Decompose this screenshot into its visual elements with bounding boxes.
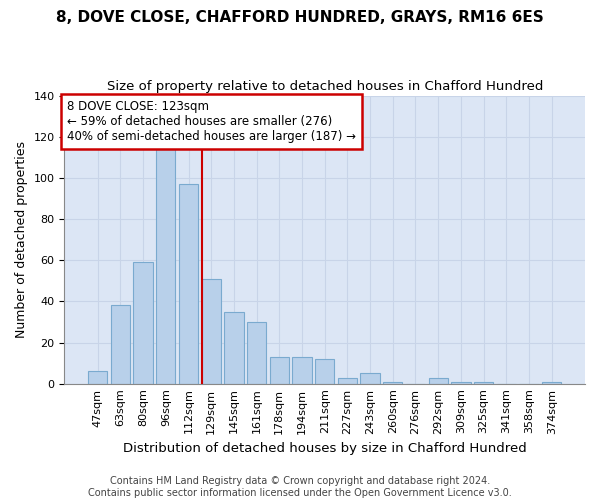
Bar <box>224 312 244 384</box>
Bar <box>179 184 198 384</box>
Bar <box>428 378 448 384</box>
Bar <box>474 382 493 384</box>
X-axis label: Distribution of detached houses by size in Chafford Hundred: Distribution of detached houses by size … <box>123 442 527 455</box>
Bar <box>451 382 470 384</box>
Title: Size of property relative to detached houses in Chafford Hundred: Size of property relative to detached ho… <box>107 80 543 93</box>
Bar <box>133 262 153 384</box>
Bar <box>202 278 221 384</box>
Text: 8, DOVE CLOSE, CHAFFORD HUNDRED, GRAYS, RM16 6ES: 8, DOVE CLOSE, CHAFFORD HUNDRED, GRAYS, … <box>56 10 544 25</box>
Text: 8 DOVE CLOSE: 123sqm
← 59% of detached houses are smaller (276)
40% of semi-deta: 8 DOVE CLOSE: 123sqm ← 59% of detached h… <box>67 100 356 143</box>
Text: Contains HM Land Registry data © Crown copyright and database right 2024.
Contai: Contains HM Land Registry data © Crown c… <box>88 476 512 498</box>
Bar <box>247 322 266 384</box>
Bar <box>338 378 357 384</box>
Bar <box>88 372 107 384</box>
Bar <box>361 374 380 384</box>
Bar <box>111 306 130 384</box>
Y-axis label: Number of detached properties: Number of detached properties <box>15 141 28 338</box>
Bar <box>383 382 403 384</box>
Bar <box>292 357 311 384</box>
Bar <box>156 147 175 384</box>
Bar <box>315 359 334 384</box>
Bar <box>269 357 289 384</box>
Bar <box>542 382 562 384</box>
